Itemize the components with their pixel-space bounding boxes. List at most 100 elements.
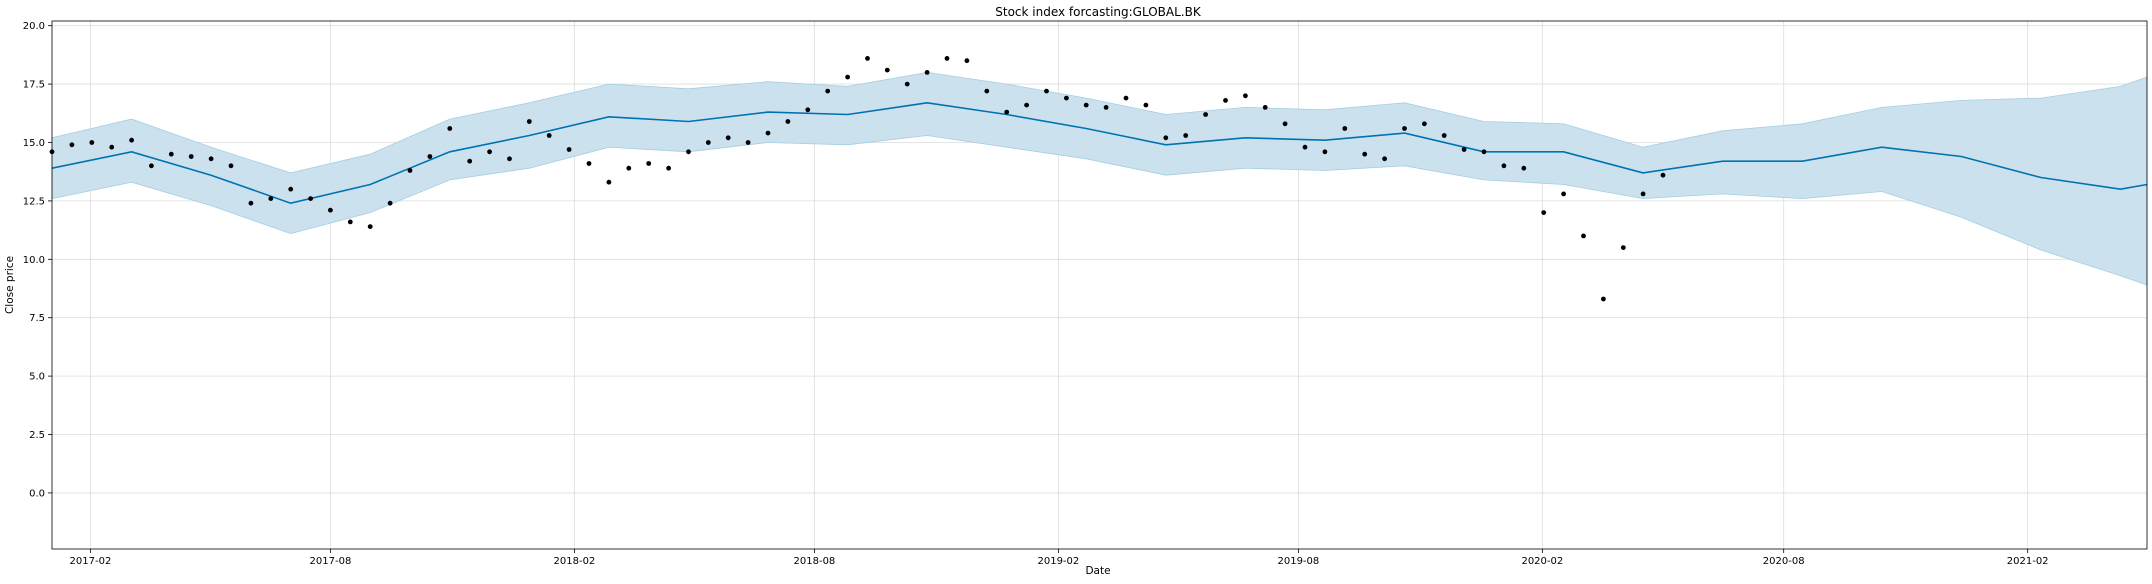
y-tick-label: 5.0 [29,372,45,383]
actual-point [129,137,135,143]
actual-point [1541,210,1547,216]
actual-point [1362,151,1368,157]
actual-point [626,165,632,171]
actual-point [1024,102,1029,108]
actual-point [1342,126,1348,131]
actual-point [825,88,831,94]
actual-point [387,200,393,206]
actual-point [984,88,990,94]
actual-point [1302,144,1308,150]
actual-point [924,70,930,75]
y-axis-label: Close price [4,256,16,314]
actual-point [1064,95,1069,101]
actual-point [248,200,254,206]
actual-point [1620,245,1626,251]
actual-point [1044,88,1049,94]
actual-point [328,207,333,213]
actual-point [268,196,274,202]
actual-point [69,142,75,148]
y-tick-label: 17.5 [23,80,45,91]
actual-point [765,130,771,136]
actual-point [1581,233,1586,239]
actual-points [49,56,1666,302]
actual-point [686,149,691,155]
actual-point [367,224,373,230]
actual-point [1183,133,1189,138]
x-tick-label: 2020-02 [1521,556,1563,567]
y-tick-label: 20.0 [23,21,45,32]
actual-point [1262,105,1268,110]
actual-point [845,74,850,80]
actual-point [1561,191,1566,197]
actual-point [705,140,711,145]
actual-point [1143,102,1149,108]
actual-point [1422,121,1427,127]
x-tick-label: 2019-02 [1037,556,1079,567]
actual-point [1322,149,1328,155]
actual-point [865,56,870,61]
actual-point [288,186,294,192]
actual-point [725,135,731,141]
actual-point [1521,165,1527,171]
x-tick-label: 2021-02 [2007,556,2049,567]
actual-point [666,165,671,171]
actual-point [1282,121,1288,127]
x-tick-label: 2020-08 [1763,556,1805,567]
y-tick-label: 2.5 [29,430,45,441]
actual-point [507,156,512,162]
actual-point [1660,172,1666,178]
actual-point [347,219,353,225]
actual-point [1402,126,1407,131]
actual-point [487,149,492,155]
actual-point [546,133,552,138]
y-axis-ticks: 0.0 2.5 5.0 7.5 10.0 12.5 15.0 17.5 20.0 [23,21,52,499]
y-tick-label: 15.0 [23,138,45,149]
actual-point [1441,133,1447,138]
actual-point [1481,149,1487,155]
actual-point [1163,135,1169,141]
actual-point [586,161,592,166]
actual-point [228,163,234,169]
actual-point [89,140,95,145]
x-axis-label: Date [1085,565,1110,577]
actual-point [805,107,811,113]
actual-point [427,154,433,159]
chart-title: Stock index forcasting:GLOBAL.BK [995,5,1202,19]
actual-point [467,158,473,164]
actual-point [168,151,174,157]
x-tick-label: 2017-02 [70,556,112,567]
actual-point [944,56,950,61]
actual-point [1123,95,1129,101]
actual-point [1203,112,1208,117]
actual-point [308,196,313,202]
actual-point [149,163,154,169]
actual-point [109,144,115,150]
actual-point [904,81,910,87]
y-tick-label: 0.0 [29,488,45,499]
x-tick-label: 2018-08 [794,556,836,567]
plot-frame [51,20,2148,550]
actual-point [526,119,532,124]
actual-point [1461,147,1467,152]
y-tick-label: 12.5 [23,196,45,207]
actual-point [1223,98,1228,103]
y-tick-label: 10.0 [23,255,45,266]
actual-point [1103,105,1109,110]
actual-point [785,119,791,124]
x-tick-label: 2017-08 [310,556,352,567]
actual-point [745,140,751,145]
actual-point [646,161,652,166]
x-axis-ticks: 2017-02 2017-08 2018-02 2018-08 2019-02 2019-… [70,549,2049,567]
y-tick-label: 7.5 [29,313,45,324]
x-tick-label: 2019-08 [1277,556,1319,567]
actual-point [1501,163,1507,169]
actual-point [447,126,453,131]
actual-point [188,154,194,159]
actual-point [1601,296,1606,302]
actual-point [1004,109,1010,115]
actual-point [964,58,970,64]
actual-point [208,156,214,162]
actual-point [606,179,612,185]
x-tick-label: 2018-02 [554,556,596,567]
